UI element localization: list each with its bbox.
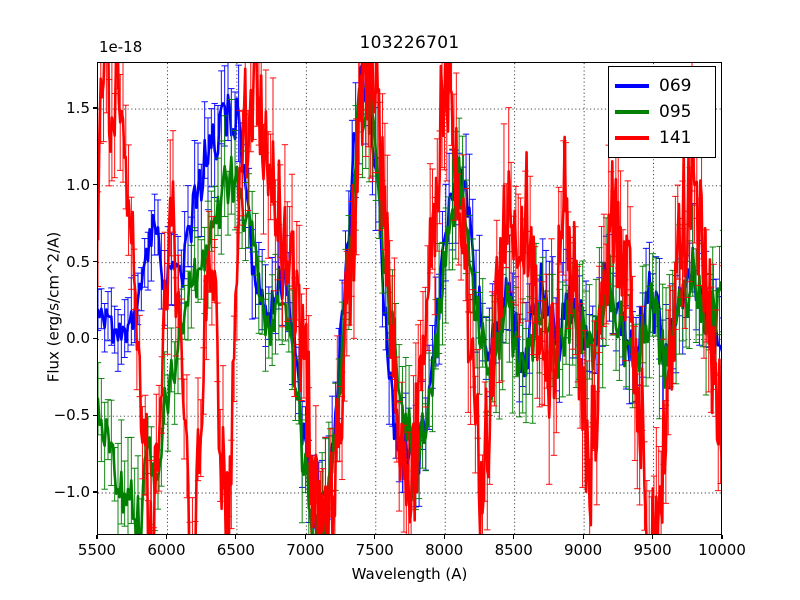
legend-entry-095[interactable]: 095 — [615, 99, 707, 125]
x-tick-mark — [235, 535, 237, 539]
y-axis-tick-labels: 1.5 1.0 0.5 0.0 −0.5 −1.0 — [40, 0, 90, 600]
y-axis-exponent-label: 1e-18 — [99, 38, 143, 56]
y-tick-label: 0.0 — [66, 329, 90, 348]
x-tick-label: 5500 — [77, 541, 117, 559]
x-tick-label: 7500 — [355, 541, 394, 559]
series-141 — [98, 63, 721, 534]
x-tick-label: 6500 — [216, 541, 255, 559]
x-tick-label: 7000 — [286, 541, 325, 559]
legend-label: 095 — [659, 101, 692, 122]
y-tick-mark — [93, 107, 97, 109]
y-axis-label: Flux (erg/s/cm^2/A) — [44, 231, 63, 383]
legend-swatch-095 — [615, 110, 649, 114]
y-tick-label: −1.0 — [53, 483, 90, 501]
x-axis-label: Wavelength (A) — [351, 565, 468, 583]
y-tick-mark — [93, 414, 97, 416]
x-tick-mark — [651, 535, 654, 539]
x-tick-label: 9000 — [564, 541, 603, 559]
plot-svg — [98, 63, 721, 534]
y-tick-mark — [93, 184, 97, 186]
line-095 — [98, 63, 721, 534]
legend-entry-141[interactable]: 141 — [615, 125, 707, 151]
line-141 — [98, 63, 721, 534]
x-tick-mark — [304, 535, 306, 539]
x-tick-label: 10000 — [698, 541, 746, 559]
y-tick-mark — [93, 337, 97, 340]
x-tick-mark — [96, 535, 98, 539]
legend-swatch-141 — [615, 136, 649, 140]
y-tick-label: 1.0 — [66, 175, 90, 194]
legend-entry-069[interactable]: 069 — [615, 73, 707, 99]
y-tick-label: 1.5 — [66, 99, 90, 118]
legend-label: 141 — [659, 127, 692, 148]
x-tick-mark — [721, 535, 723, 539]
x-tick-mark — [165, 535, 168, 539]
x-tick-label: 8500 — [494, 541, 533, 559]
y-tick-label: 0.5 — [66, 252, 90, 271]
chart-title: 103226701 — [359, 33, 460, 53]
x-tick-label: 8000 — [425, 541, 464, 559]
legend-swatch-069 — [615, 84, 649, 88]
x-tick-mark — [513, 535, 515, 539]
x-tick-label: 9500 — [633, 541, 672, 559]
legend-box: 069 095 141 — [608, 66, 716, 158]
x-tick-mark — [582, 535, 584, 539]
x-tick-mark — [374, 535, 376, 539]
x-tick-label: 6000 — [147, 541, 186, 559]
y-tick-mark — [93, 261, 97, 263]
legend-label: 069 — [659, 75, 692, 96]
y-tick-label: −0.5 — [53, 406, 90, 425]
x-tick-mark — [443, 535, 445, 539]
y-tick-mark — [93, 491, 97, 493]
